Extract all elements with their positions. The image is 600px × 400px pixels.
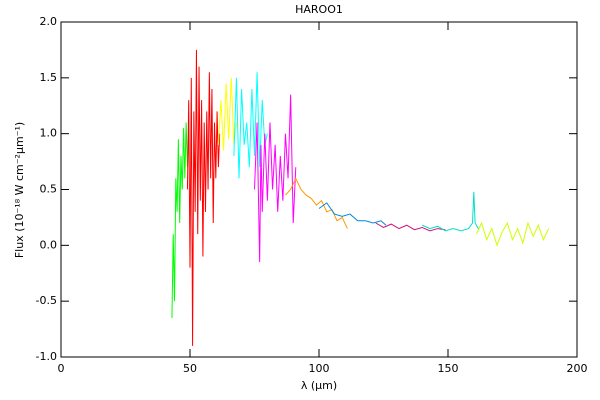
spectrum-line bbox=[233, 72, 268, 179]
x-tick-label: 0 bbox=[58, 362, 65, 375]
spectrum-line bbox=[171, 122, 190, 318]
x-tick-label: 150 bbox=[438, 362, 459, 375]
y-tick-label: 0.0 bbox=[40, 238, 58, 251]
spectrum-line bbox=[422, 191, 480, 232]
y-tick-label: 1.5 bbox=[40, 71, 58, 84]
spectrum-line bbox=[285, 177, 348, 229]
y-tick-label: 0.5 bbox=[40, 183, 58, 196]
y-tick-label: 1.0 bbox=[40, 127, 58, 140]
x-axis-label: λ (μm) bbox=[301, 379, 337, 392]
spectrum-line bbox=[475, 221, 550, 247]
x-tick-label: 50 bbox=[183, 362, 197, 375]
y-tick-label: 2.0 bbox=[40, 15, 58, 28]
spectrum-line bbox=[217, 77, 237, 151]
x-tick-label: 200 bbox=[567, 362, 588, 375]
y-tick-label: -1.0 bbox=[36, 350, 57, 363]
chart-title: HAROO1 bbox=[295, 3, 343, 16]
spectrum-line bbox=[318, 202, 387, 226]
y-tick-label: -0.5 bbox=[36, 294, 57, 307]
spectrum-line bbox=[254, 94, 297, 263]
x-tick-label: 100 bbox=[309, 362, 330, 375]
spectrum-line bbox=[186, 49, 221, 346]
y-axis-label: Flux (10⁻¹⁸ W cm⁻²μm⁻¹) bbox=[13, 122, 26, 258]
spectrum-line bbox=[375, 222, 446, 232]
